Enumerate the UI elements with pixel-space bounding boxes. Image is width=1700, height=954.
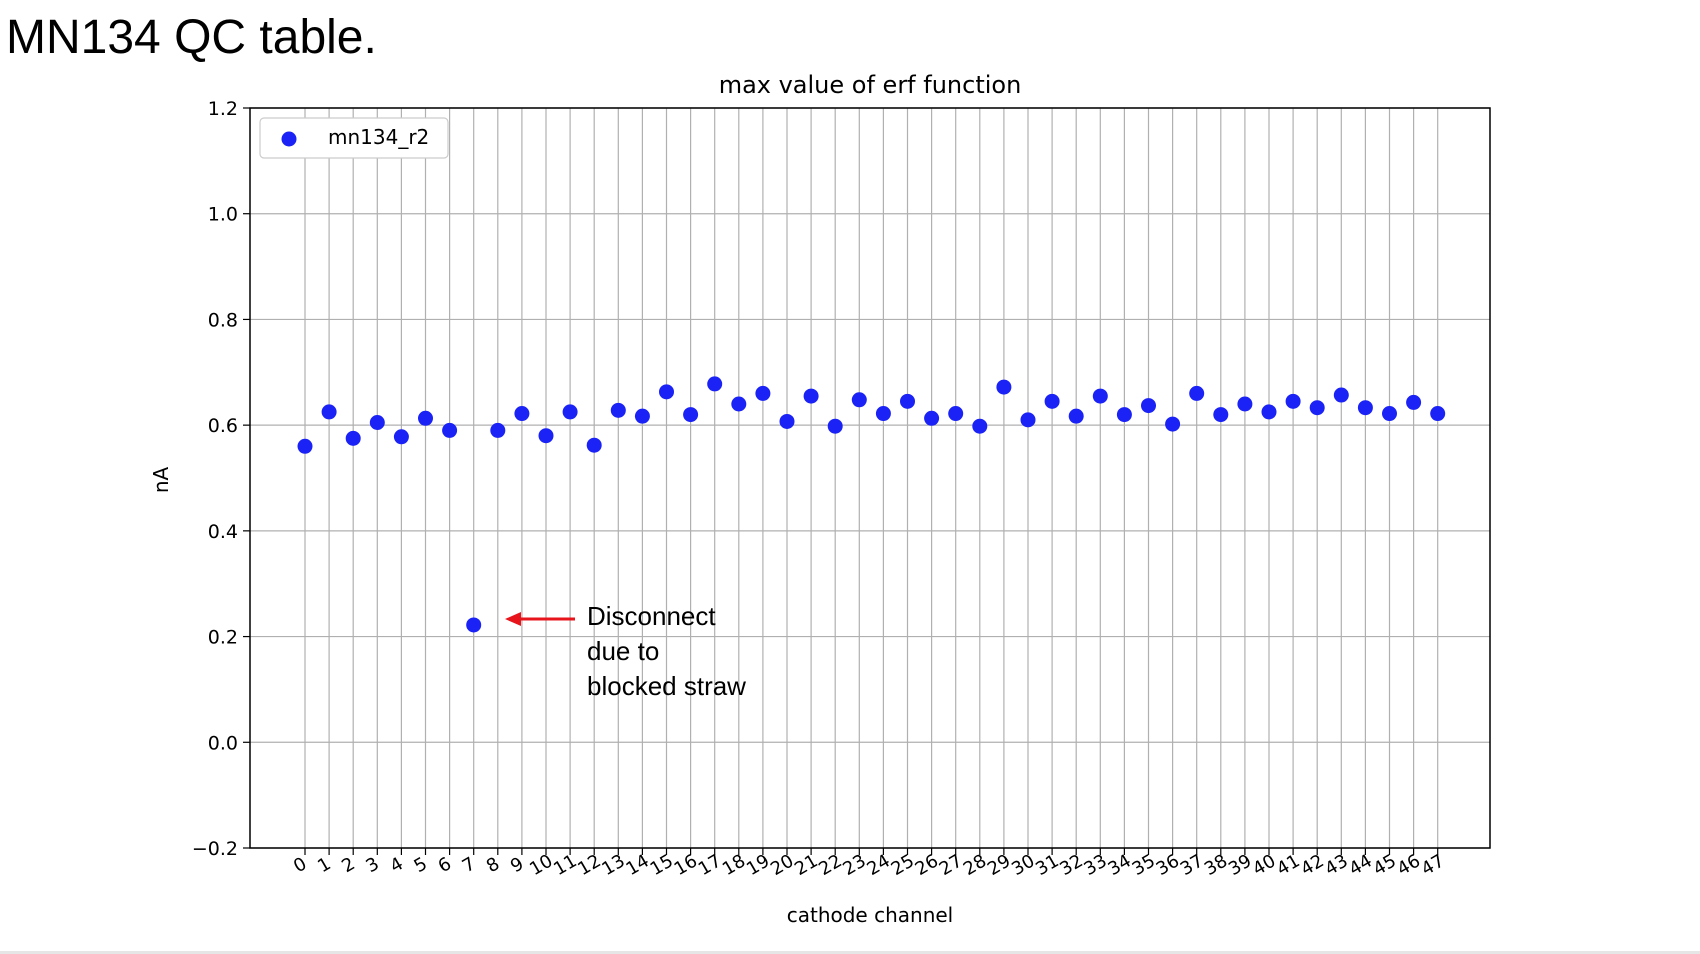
data-point — [707, 376, 723, 392]
x-tick-label: 47 — [1418, 850, 1448, 880]
data-point — [1357, 400, 1373, 416]
annotation-line-2: due to — [587, 636, 659, 666]
legend-box — [259, 117, 449, 159]
x-tick-label: 1 — [314, 853, 334, 877]
y-tick-label: 0.4 — [208, 521, 238, 543]
annotation: Disconnect due to blocked straw — [505, 601, 746, 701]
data-point — [369, 415, 385, 430]
data-point — [755, 385, 771, 401]
data-point — [490, 422, 506, 438]
data-point — [418, 410, 433, 426]
data-points — [297, 376, 1446, 633]
x-axis-label: cathode channel — [787, 903, 954, 927]
data-point — [1309, 400, 1325, 416]
data-point — [345, 430, 361, 446]
data-point — [803, 388, 819, 404]
data-point — [586, 437, 602, 453]
x-tick-label: 6 — [435, 853, 455, 877]
y-axis-ticks: −0.2 0.0 0.2 0.4 0.6 0.8 1.0 1.2 — [192, 98, 250, 860]
data-point — [1116, 407, 1132, 423]
data-point — [297, 438, 313, 454]
data-point — [996, 379, 1012, 395]
data-point — [538, 428, 554, 444]
data-point — [900, 393, 915, 409]
legend: mn134_r2 — [259, 117, 449, 159]
data-point — [466, 617, 482, 633]
y-tick-label: 0.0 — [208, 732, 238, 754]
data-point — [948, 406, 964, 422]
data-point — [321, 404, 337, 420]
chart-title: max value of erf function — [719, 71, 1022, 99]
data-point — [562, 404, 578, 420]
x-tick-label: 3 — [362, 853, 382, 877]
data-point — [1141, 398, 1156, 414]
data-point — [1020, 412, 1036, 428]
y-tick-label: 0.8 — [208, 309, 238, 331]
annotation-arrow-head — [505, 612, 521, 626]
data-point — [1213, 407, 1229, 423]
data-point — [1430, 406, 1446, 422]
x-tick-label: 0 — [290, 853, 310, 877]
data-point — [610, 402, 626, 418]
data-point — [393, 429, 409, 445]
data-point — [924, 410, 940, 426]
plot-frame — [249, 107, 1491, 849]
y-tick-label: 1.2 — [208, 98, 238, 120]
data-point — [442, 422, 458, 438]
data-point — [1261, 404, 1277, 420]
y-tick-label: −0.2 — [192, 838, 238, 860]
data-point — [1333, 387, 1349, 403]
y-tick-label: 0.6 — [208, 415, 238, 437]
x-tick-label: 5 — [411, 853, 431, 877]
data-point — [683, 407, 699, 423]
data-point — [514, 406, 530, 422]
data-point — [1406, 394, 1422, 410]
x-tick-label: 4 — [386, 853, 406, 877]
data-point — [1285, 393, 1301, 409]
data-point — [659, 384, 674, 400]
x-axis-ticks: 0 1 2 3 4 5 6 7 8 9101112131415161718192021222324… — [290, 848, 1448, 880]
data-point — [1068, 408, 1084, 424]
data-point — [1092, 388, 1108, 404]
legend-marker — [281, 131, 297, 147]
data-point — [779, 413, 795, 429]
data-point — [1044, 393, 1060, 409]
x-tick-label: 7 — [459, 853, 479, 877]
y-axis-label: nA — [149, 467, 173, 494]
data-point — [875, 406, 891, 422]
data-point — [1189, 385, 1205, 401]
data-point — [972, 418, 988, 434]
slide-title: MN134 QC table. — [6, 11, 377, 64]
grid-lines — [250, 107, 1490, 849]
data-point — [1165, 416, 1181, 432]
data-point — [1382, 406, 1397, 422]
x-tick-label: 2 — [338, 853, 358, 877]
annotation-line-3: blocked straw — [587, 671, 746, 701]
data-point — [1237, 396, 1253, 412]
data-point — [827, 418, 843, 434]
annotation-line-1: Disconnect — [587, 601, 716, 631]
x-tick-label: 9 — [507, 853, 527, 877]
y-tick-label: 1.0 — [208, 204, 238, 226]
slide-bottom-rule — [0, 951, 1700, 954]
data-point — [634, 408, 650, 424]
legend-label: mn134_r2 — [328, 125, 429, 149]
x-tick-label: 8 — [483, 853, 503, 877]
data-point — [851, 392, 867, 408]
y-tick-label: 0.2 — [208, 627, 238, 649]
data-point — [731, 396, 747, 412]
